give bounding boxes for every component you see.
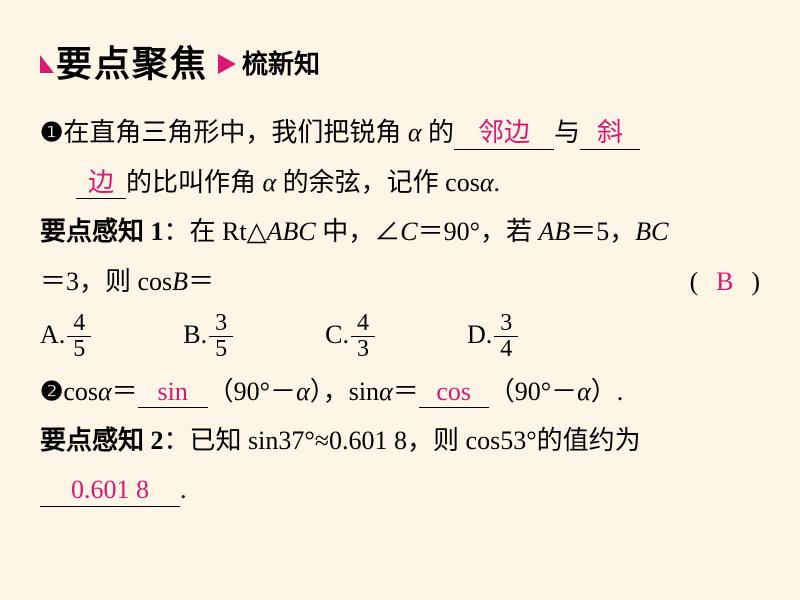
point-2: ❷cosα＝sin（90°－α），sinα＝cos（90°－α）.: [40, 367, 760, 416]
p2-paren1b: ），sin: [310, 377, 379, 406]
s2-t1: 已知 sin37°≈0.601 8，则 cos53°的值约为: [190, 426, 641, 455]
p1-period: .: [494, 168, 501, 197]
p2-eq2: ＝: [393, 377, 419, 406]
blank-adjacent: 邻边: [454, 117, 554, 149]
blank-sin: sin: [138, 376, 208, 408]
p1-t4: 的比叫作角: [126, 168, 263, 197]
point-1: ❶在直角三角形中，我们把锐角 α 的邻边与斜: [40, 108, 760, 157]
option-c: C.43: [325, 310, 377, 363]
p1-alpha1: α: [408, 118, 422, 147]
blank-cos: cos: [419, 376, 489, 408]
option-d: D.34: [467, 310, 520, 363]
opt-a-den: 5: [67, 337, 91, 362]
s1-b: B: [172, 267, 188, 296]
option-b: B.35: [183, 310, 235, 363]
s1-eq5: ＝5，: [570, 217, 635, 246]
sense2-label: 要点感知 2: [40, 426, 164, 455]
opt-c-label: C.: [325, 320, 349, 349]
p1-t2: 的: [421, 118, 454, 147]
p1-t5: 的余弦，记作 cos: [276, 168, 480, 197]
sense-1-line1: 要点感知 1：在 Rt△ABC 中，∠C＝90°，若 AB＝5，BC: [40, 207, 760, 256]
p2-paren1: （90°－: [208, 377, 296, 406]
header-marker-1: [40, 55, 54, 73]
header-marker-2: [218, 54, 236, 74]
opt-d-label: D.: [467, 320, 492, 349]
s1-t2: 中，∠: [316, 217, 401, 246]
p1-t3: 与: [554, 118, 580, 147]
p2-alpha3: α: [379, 377, 393, 406]
p2-paren2: （90°－: [489, 377, 577, 406]
option-a: A.45: [40, 310, 93, 363]
opt-b-den: 5: [209, 337, 233, 362]
title-sub: 梳新知: [242, 40, 320, 89]
p2-alpha4: α: [577, 377, 591, 406]
blank-hyp-a: 斜: [580, 117, 640, 149]
sense1-label: 要点感知 1: [40, 217, 164, 246]
section-header: 要点聚焦 梳新知: [40, 30, 760, 98]
s1-eq: ＝: [188, 267, 214, 296]
title-main: 要点聚焦: [56, 30, 208, 98]
opt-d-den: 4: [494, 337, 518, 362]
s1-c: C: [400, 217, 417, 246]
answer-paren: ( B ): [690, 257, 760, 306]
p2-eq1: ＝: [112, 377, 138, 406]
p2-alpha1: α: [98, 377, 112, 406]
s1-eq90: ＝90°，若: [418, 217, 539, 246]
opt-c-den: 3: [351, 337, 375, 362]
opt-b-label: B.: [183, 320, 207, 349]
opt-c-num: 4: [351, 311, 375, 337]
s1-bc: BC: [635, 217, 668, 246]
s1-ab: AB: [538, 217, 570, 246]
point-1-line2: 边的比叫作角 α 的余弦，记作 cosα.: [40, 158, 760, 207]
p1-alpha3: α: [480, 168, 494, 197]
opt-b-num: 3: [209, 311, 233, 337]
blank-answer2: 0.601 8: [40, 474, 180, 506]
opt-d-num: 3: [494, 311, 518, 337]
bullet-2: ❷: [40, 377, 63, 406]
sense2-colon: ：: [164, 426, 190, 455]
sense-2-line2: 0.601 8.: [40, 465, 760, 514]
options-row: A.45 B.35 C.43 D.34: [40, 310, 760, 363]
s1-t1: 在 Rt△: [190, 217, 267, 246]
s1-eq3: ＝3，则 cos: [40, 267, 172, 296]
opt-a-label: A.: [40, 320, 65, 349]
p2-paren2b: ）.: [591, 377, 624, 406]
mc-answer: B: [705, 257, 745, 306]
p2-alpha2: α: [296, 377, 310, 406]
opt-a-num: 4: [67, 311, 91, 337]
sense-2-line1: 要点感知 2：已知 sin37°≈0.601 8，则 cos53°的值约为: [40, 416, 760, 465]
bullet-1: ❶: [40, 118, 63, 147]
p2-t1: cos: [63, 377, 98, 406]
sense-1-line2: ＝3，则 cosB＝ ( B ): [40, 257, 760, 306]
paren-r: ): [751, 267, 760, 296]
s2-period: .: [180, 475, 187, 504]
p1-alpha2: α: [263, 168, 277, 197]
paren-l: (: [690, 267, 699, 296]
p1-t1: 在直角三角形中，我们把锐角: [63, 118, 408, 147]
s1-abc: ABC: [267, 217, 316, 246]
blank-hyp-b: 边: [76, 167, 126, 199]
sense1-colon: ：: [164, 217, 190, 246]
